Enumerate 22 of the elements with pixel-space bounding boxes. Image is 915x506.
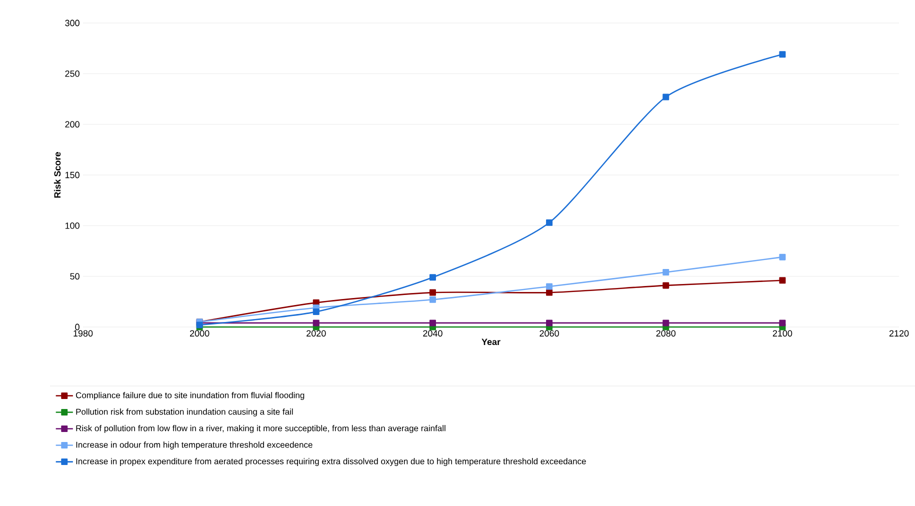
x-tick-label: 2020 <box>306 330 326 337</box>
x-tick-label: 2000 <box>190 330 210 337</box>
legend-label: Risk of pollution from low flow in a river, making it more succeptible, from less than average rainfall <box>76 425 446 433</box>
x-tick-label: 2100 <box>772 330 792 337</box>
y-tick-label: 200 <box>65 121 80 128</box>
y-tick-label: 0 <box>75 324 80 330</box>
x-tick-label: 2040 <box>423 330 442 337</box>
y-tick-label: 50 <box>70 273 80 280</box>
x-tick-label: 2060 <box>540 330 559 337</box>
y-tick-label: 250 <box>65 70 80 77</box>
x-tick-label: 2080 <box>656 330 676 337</box>
legend-label: Increase in odour from high temperature threshold exceedence <box>76 442 312 450</box>
x-axis-title: Year <box>482 338 500 346</box>
y-tick-label: 300 <box>65 20 80 26</box>
y-tick-label: 150 <box>65 172 80 178</box>
y-tick-label: 100 <box>65 222 80 229</box>
x-tick-label: 1980 <box>74 330 93 337</box>
y-axis-title: Risk Score <box>54 152 61 198</box>
legend-label: Increase in propex expenditure from aerated processes requiring extra dissolved oxygen due to high temperature threshold exceedance <box>76 458 586 466</box>
legend-label: Compliance failure due to site inundation from fluvial flooding <box>76 392 304 400</box>
legend-label: Pollution risk from substation inundation causing a site fail <box>76 408 293 416</box>
x-tick-label: 2120 <box>889 330 909 337</box>
